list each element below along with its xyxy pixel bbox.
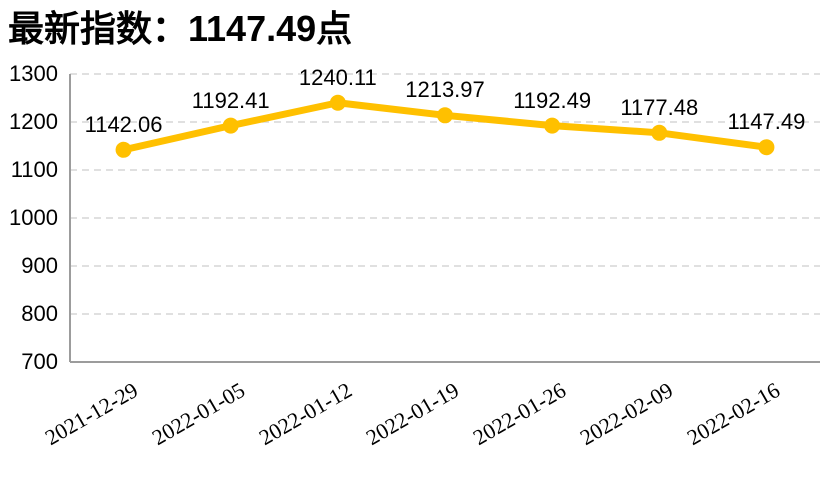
data-point-marker <box>115 141 132 158</box>
data-point-label: 1192.49 <box>513 87 592 113</box>
data-point-label: 1177.48 <box>620 94 699 120</box>
y-axis-tick-label: 1300 <box>9 61 58 86</box>
data-point-label: 1192.41 <box>191 87 270 113</box>
y-axis-tick-label: 800 <box>21 301 58 326</box>
data-point-marker <box>329 94 346 111</box>
y-axis-tick-label: 1000 <box>9 205 58 230</box>
chart-title: 最新指数：1147.49点 <box>8 8 353 49</box>
data-point-marker <box>651 124 668 141</box>
data-point-marker <box>544 117 561 134</box>
data-point-label: 1240.11 <box>298 64 377 90</box>
data-point-marker <box>758 139 775 156</box>
data-point-label: 1142.06 <box>84 111 163 137</box>
data-point-label: 1213.97 <box>405 77 485 103</box>
data-point-marker <box>222 117 239 134</box>
data-point-marker <box>437 107 453 124</box>
y-axis-tick-label: 1200 <box>9 109 58 134</box>
y-axis-tick-label: 700 <box>21 349 58 374</box>
y-axis-tick-label: 900 <box>21 253 58 278</box>
data-point-label: 1147.49 <box>727 109 806 135</box>
y-axis-tick-label: 1100 <box>10 157 58 182</box>
